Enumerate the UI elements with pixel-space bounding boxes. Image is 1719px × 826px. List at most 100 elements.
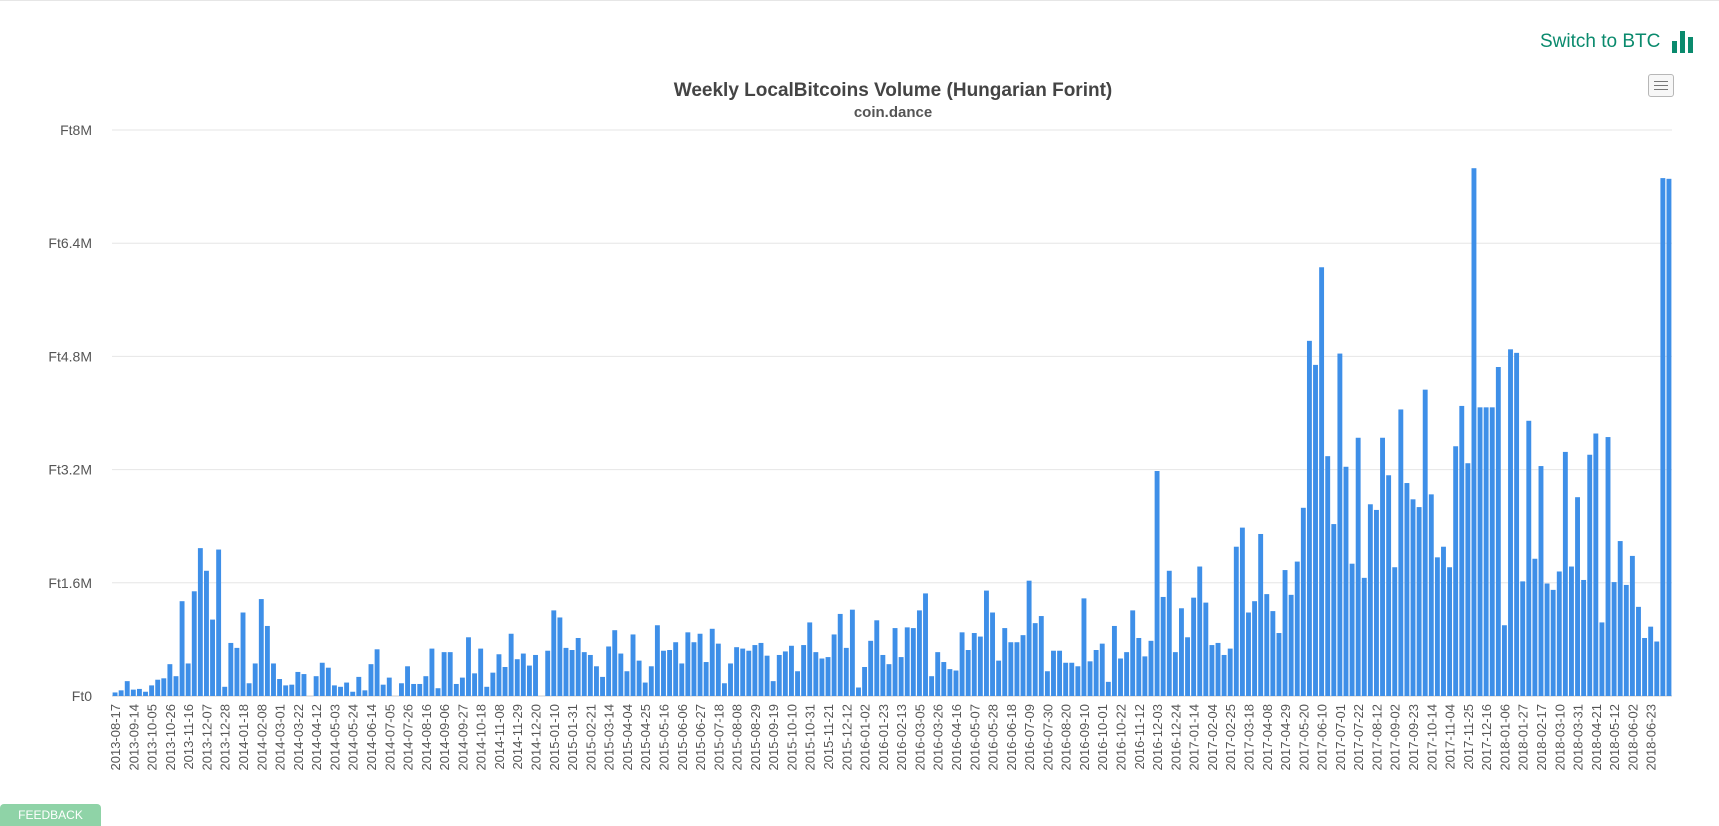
bar	[1593, 433, 1599, 696]
bar	[1179, 608, 1184, 696]
bar	[862, 666, 868, 696]
bar	[1447, 567, 1453, 696]
bar	[466, 637, 471, 696]
bar	[368, 664, 374, 696]
bar	[880, 654, 886, 696]
x-tick-label: 2018-04-21	[1589, 704, 1604, 771]
x-tick-label: 2015-04-25	[638, 704, 653, 771]
bar	[1306, 340, 1312, 696]
x-tick-label: 2017-08-12	[1369, 704, 1384, 771]
x-tick-label: 2015-12-12	[839, 704, 854, 771]
bar	[728, 663, 733, 696]
bar	[1562, 451, 1568, 696]
x-tick-label: 2016-01-02	[858, 704, 873, 771]
bar	[1349, 563, 1355, 696]
x-tick-label: 2017-10-14	[1424, 704, 1439, 771]
x-tick-label: 2016-05-28	[986, 704, 1001, 771]
x-tick-label: 2018-03-10	[1552, 704, 1567, 771]
feedback-button[interactable]: FEEDBACK	[0, 804, 101, 826]
bar	[770, 681, 776, 696]
x-tick-label: 2014-02-08	[254, 704, 269, 771]
bar	[953, 670, 959, 696]
bar	[240, 612, 246, 696]
bar	[417, 683, 423, 696]
bar	[1124, 652, 1130, 696]
bar	[752, 645, 758, 696]
bar	[502, 666, 508, 696]
bar	[606, 646, 612, 696]
bar	[594, 666, 599, 696]
x-tick-label: 2016-07-30	[1040, 704, 1055, 771]
x-tick-label: 2014-06-14	[364, 704, 379, 771]
y-tick-label: Ft4.8M	[48, 348, 92, 364]
bar	[764, 655, 770, 696]
bar	[1118, 658, 1123, 696]
x-tick-label: 2015-08-29	[748, 704, 763, 771]
bar	[423, 676, 429, 696]
bar	[350, 691, 356, 696]
bar	[1532, 558, 1538, 696]
bar	[1459, 405, 1465, 696]
bar	[1642, 637, 1648, 696]
chart-menu-button[interactable]	[1648, 74, 1674, 97]
x-tick-label: 2015-06-06	[675, 704, 690, 771]
bar	[179, 601, 185, 696]
y-tick-label: Ft1.6M	[48, 575, 92, 591]
bar	[697, 633, 703, 696]
bar	[971, 633, 977, 696]
bar	[1008, 642, 1014, 696]
bar	[1233, 546, 1239, 696]
x-tick-label: 2016-02-13	[894, 704, 909, 771]
bar	[1428, 494, 1434, 696]
bar	[216, 549, 222, 696]
bar	[673, 642, 679, 696]
x-tick-label: 2017-09-02	[1388, 704, 1403, 771]
y-axis: Ft0 Ft1.6M Ft3.2M Ft4.8M Ft6.4M Ft8M	[48, 122, 92, 704]
bar	[1556, 571, 1562, 696]
bar	[295, 671, 301, 696]
bar	[1136, 637, 1142, 696]
x-tick-label: 2013-10-26	[163, 704, 178, 771]
bar	[1654, 641, 1660, 696]
bar	[1294, 561, 1300, 696]
bar	[130, 689, 136, 696]
bar	[1166, 570, 1172, 696]
bar	[1075, 666, 1081, 696]
bar	[1014, 642, 1020, 696]
bar	[331, 685, 337, 696]
bar	[533, 654, 538, 696]
bar	[843, 647, 849, 696]
bar	[758, 642, 764, 696]
x-tick-label: 2016-10-22	[1114, 704, 1129, 771]
bar-chart-icon	[1672, 31, 1694, 53]
bar	[313, 676, 319, 696]
bar	[1160, 596, 1166, 696]
bar	[161, 678, 167, 696]
x-axis: 2013-08-17 2013-09-14 2013-10-05 2013-10-26…	[108, 704, 1659, 771]
bar	[1252, 601, 1258, 696]
x-tick-label: 2015-10-31	[803, 704, 818, 771]
bar	[1623, 584, 1629, 696]
y-tick-label: Ft3.2M	[48, 462, 92, 478]
switch-to-btc-link[interactable]: Switch to BTC	[1540, 27, 1694, 57]
bar	[990, 612, 995, 696]
bar	[1227, 648, 1233, 696]
x-tick-label: 2015-09-19	[766, 704, 781, 771]
bar	[1599, 622, 1605, 696]
bar	[112, 692, 118, 696]
bar	[789, 645, 794, 696]
bar	[1617, 541, 1623, 696]
x-tick-label: 2014-11-29	[510, 704, 525, 770]
x-tick-label: 2013-11-16	[181, 704, 196, 770]
bar	[984, 590, 989, 696]
bar	[484, 686, 490, 696]
bar	[1142, 656, 1148, 696]
bar	[581, 652, 587, 696]
x-tick-label: 2014-12-20	[529, 704, 544, 771]
bar	[1270, 611, 1276, 696]
bar	[1404, 483, 1410, 696]
bar	[222, 686, 228, 696]
bar	[1660, 178, 1666, 697]
bar	[545, 650, 551, 696]
